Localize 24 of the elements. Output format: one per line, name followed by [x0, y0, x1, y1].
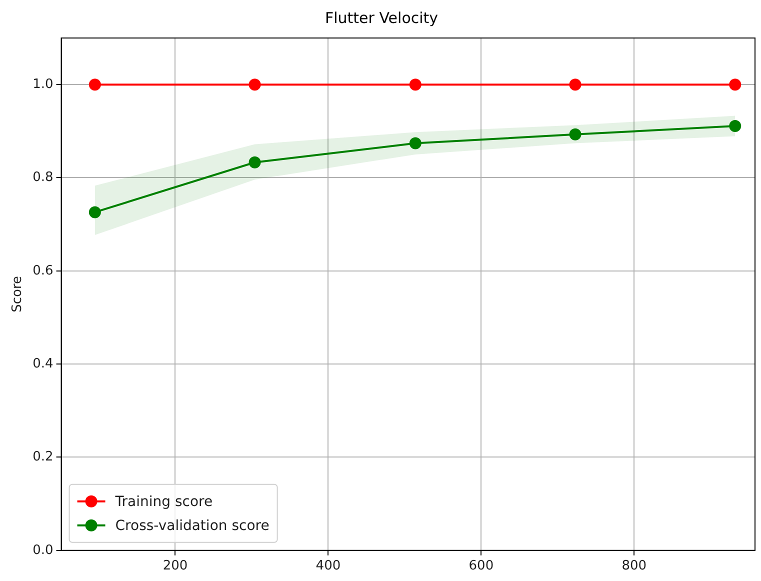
- legend-label: Cross-validation score: [115, 518, 270, 534]
- y-axis-title: Score: [10, 276, 26, 312]
- point: [248, 156, 261, 168]
- y-tick-label: 0.2: [32, 450, 54, 465]
- point: [409, 137, 422, 150]
- point: [88, 206, 101, 218]
- point: [88, 78, 101, 91]
- x-tick-label: 800: [622, 558, 647, 574]
- chart-title: Flutter Velocity: [324, 8, 438, 27]
- y-tick-label: 0.8: [32, 170, 54, 186]
- y-tick-label: 0.6: [32, 263, 54, 278]
- y-tick-label: 0.0: [32, 542, 54, 558]
- x-tick-label: 400: [316, 558, 341, 574]
- y-tick-label: 1.0: [32, 76, 54, 92]
- y-tick-label: 0.4: [32, 356, 54, 372]
- point: [729, 78, 742, 91]
- point: [729, 120, 742, 132]
- point: [569, 78, 582, 91]
- x-tick-label: 600: [468, 558, 494, 574]
- point: [409, 78, 422, 91]
- point: [248, 78, 261, 91]
- legend-label: Training score: [114, 494, 213, 510]
- point: [569, 128, 582, 140]
- x-tick-label: 200: [162, 558, 188, 574]
